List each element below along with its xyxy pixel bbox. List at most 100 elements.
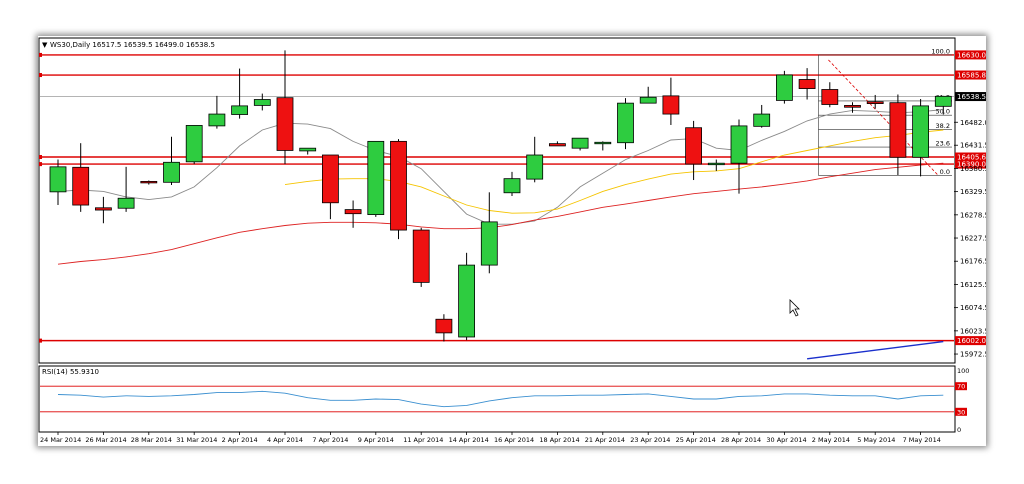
moving-average-line [57, 109, 944, 225]
time-tick-label: 11 Apr 2014 [403, 436, 443, 444]
candle-body [253, 99, 271, 106]
level-label-box [955, 336, 986, 346]
candle-body [117, 197, 135, 209]
rsi-title: RSI(14) 55.9310 [42, 368, 99, 376]
fib-level-label: 38.2 [936, 122, 950, 130]
candle-body [390, 140, 407, 231]
time-tick-label: 31 Mar 2014 [176, 436, 217, 444]
price-tick-label: 16176.5 [960, 258, 986, 266]
level-label-box [955, 50, 986, 60]
candle-body [344, 209, 362, 215]
level-left-marker [39, 73, 42, 78]
rsi-line [57, 390, 944, 408]
candle-body [912, 105, 929, 158]
candle-body [480, 221, 498, 266]
time-tick-label: 28 Mar 2014 [131, 436, 172, 444]
candles-layer [49, 50, 952, 342]
candle-body [458, 264, 476, 338]
price-tick-label: 16023.5 [960, 327, 986, 335]
time-tick-label: 16 Apr 2014 [494, 436, 534, 444]
level-left-marker [39, 162, 42, 167]
time-tick-label: 25 Apr 2014 [676, 436, 716, 444]
rsi-level-label-box [955, 382, 967, 391]
candle-body [753, 113, 771, 127]
candle-body [844, 105, 861, 108]
candle-body [571, 137, 589, 149]
candle-body [821, 89, 839, 105]
candle-body [889, 102, 907, 158]
time-tick-label: 21 Apr 2014 [585, 436, 625, 444]
price-tick-label: 16227.5 [960, 235, 986, 243]
candle-body [776, 74, 793, 101]
rsi-tick-label: 100 [957, 367, 969, 375]
time-tick-label: 23 Apr 2014 [630, 436, 670, 444]
level-label: 16390.0 [957, 161, 986, 169]
time-tick-label: 9 Apr 2014 [358, 436, 394, 444]
price-tick-label: 16074.5 [960, 304, 986, 312]
time-tick-label: 30 Apr 2014 [766, 436, 806, 444]
level-label-box [955, 70, 986, 80]
fib-level-label: 23.6 [936, 140, 950, 148]
time-tick-label: 14 Apr 2014 [449, 436, 489, 444]
price-tick-label: 16278.5 [960, 211, 986, 219]
price-tick-label: 16125.5 [960, 281, 986, 289]
price-tick-label: 16380.5 [960, 165, 986, 173]
time-axis: 24 Mar 2014 26 Mar 2014 28 Mar 2014 31 Mar … [40, 432, 941, 444]
chart-window[interactable]: 16630.0 16585.8 16538.5 16405.6 16390.0 16002… [38, 36, 989, 446]
candle-body [95, 207, 112, 211]
level-label: 16538.5 [957, 93, 986, 101]
time-tick-label: 5 May 2014 [857, 436, 895, 444]
candle-body [639, 96, 657, 104]
candle-body [49, 166, 67, 193]
level-left-marker [39, 52, 42, 57]
price-tick-label: 16431.5 [960, 142, 986, 150]
candle-body [798, 79, 816, 89]
chart-header-arrow-icon: ▼ [42, 41, 48, 49]
rsi-tick-label: 0 [957, 426, 961, 434]
candle-body [594, 141, 612, 145]
candle-body [231, 105, 249, 115]
price-plot-area [38, 37, 956, 364]
candle-body [662, 95, 680, 115]
time-tick-label: 26 Mar 2014 [85, 436, 126, 444]
rsi-layer: 100 70 30 0 [40, 367, 969, 434]
candle-body [866, 101, 884, 104]
level-left-marker [39, 155, 42, 160]
time-tick-label: 18 Apr 2014 [539, 436, 579, 444]
fib-level-label: 100.0 [931, 47, 950, 55]
level-label-box [955, 92, 986, 102]
level-left-marker [39, 338, 42, 343]
candle-body [503, 178, 521, 194]
candle-body [685, 127, 702, 165]
candle-body [412, 229, 430, 283]
level-label: 16630.0 [957, 51, 986, 59]
candle-body [163, 161, 180, 183]
time-tick-label: 2 May 2014 [812, 436, 850, 444]
candle-body [72, 166, 90, 206]
price-tick-label: 15972.5 [960, 351, 986, 359]
mouse-cursor-icon [789, 299, 800, 317]
time-tick-label: 7 Apr 2014 [312, 436, 348, 444]
level-label-box [955, 159, 986, 169]
trendline-layer [807, 340, 944, 360]
candle-body [526, 154, 544, 180]
level-label: 16585.8 [957, 72, 986, 80]
candle-body [707, 162, 725, 166]
fib-level-label: 50.0 [936, 108, 950, 116]
candle-body [730, 125, 748, 164]
price-tick-label: 16329.5 [960, 188, 986, 196]
rsi-tick-label: 30 [957, 408, 965, 416]
rsi-tick-label: 70 [957, 383, 965, 391]
time-tick-label: 2 Apr 2014 [222, 436, 258, 444]
candle-body [435, 318, 453, 334]
price-tick-label: 16482.0 [960, 119, 986, 127]
candle-body [617, 102, 634, 144]
candle-body [140, 180, 158, 184]
time-tick-label: 24 Mar 2014 [40, 436, 81, 444]
time-tick-label: 7 May 2014 [903, 436, 941, 444]
candle-body [548, 143, 566, 147]
moving-average-line [57, 162, 944, 265]
candle-body [276, 97, 294, 151]
